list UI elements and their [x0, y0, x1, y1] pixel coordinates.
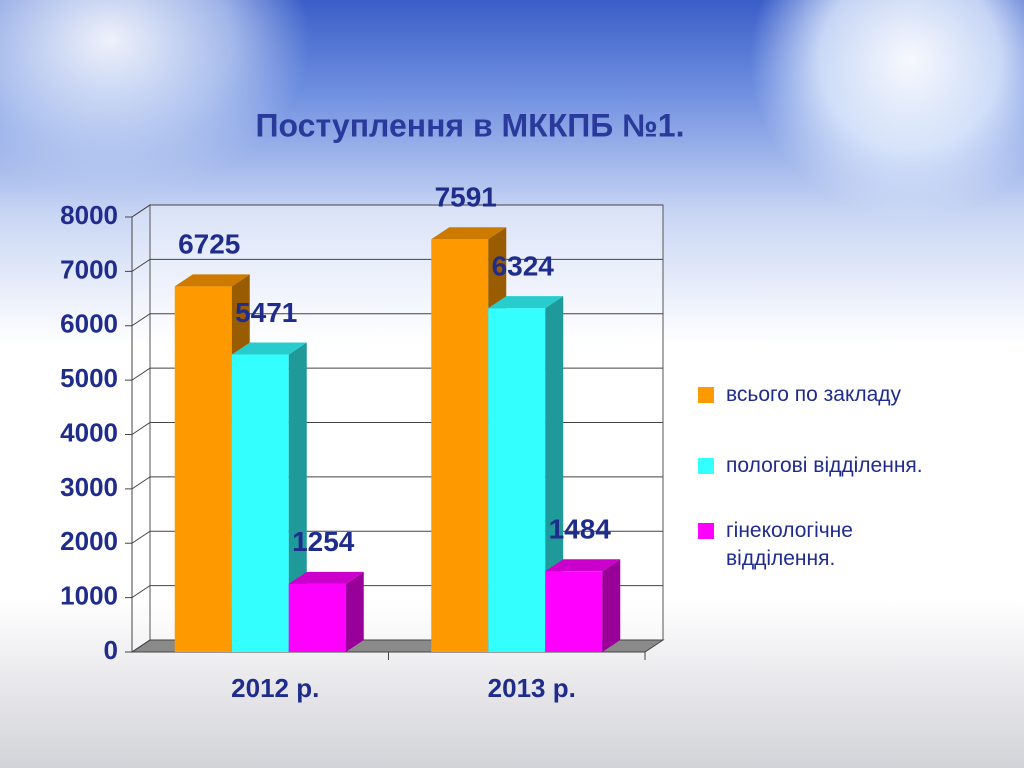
value-label: 1254: [292, 526, 355, 557]
value-label: 7591: [435, 182, 497, 213]
y-tick-label: 2000: [60, 526, 118, 556]
bar-front: [231, 354, 289, 652]
bar-front: [174, 286, 232, 652]
bar-side: [345, 571, 364, 652]
bar-top: [488, 296, 564, 309]
bar-front: [431, 239, 489, 652]
legend-swatch: [698, 458, 714, 474]
y-tick-label: 3000: [60, 472, 118, 502]
bar-front: [488, 308, 546, 652]
value-label: 6324: [492, 251, 555, 282]
y-tick-label: 4000: [60, 417, 118, 447]
x-tick-label: 2013 р.: [488, 673, 576, 703]
bar-top: [545, 559, 621, 572]
grid-line: [131, 204, 663, 218]
legend-label: пологові відділення.: [726, 454, 923, 477]
bar-top: [288, 571, 364, 584]
legend-label: всього по закладу: [726, 383, 902, 406]
bar-top: [174, 274, 250, 287]
y-tick-label: 0: [104, 635, 118, 665]
bar-side: [288, 342, 307, 652]
bar: [488, 296, 564, 652]
bar-front: [545, 571, 603, 652]
legend-swatch: [698, 387, 714, 403]
y-tick-label: 6000: [60, 309, 118, 339]
legend-swatch: [698, 523, 714, 539]
bar-front: [288, 583, 346, 652]
y-tick-label: 8000: [60, 200, 118, 230]
bar-top: [231, 342, 307, 355]
x-tick-label: 2012 р.: [231, 673, 319, 703]
value-label: 1484: [549, 514, 612, 545]
y-tick-label: 7000: [60, 254, 118, 284]
bar: [288, 571, 364, 652]
bar: [545, 559, 621, 652]
bar-side: [602, 559, 621, 652]
value-label: 5471: [235, 297, 297, 328]
legend-label: гінекологічне відділення.: [726, 519, 853, 570]
y-tick-label: 1000: [60, 581, 118, 611]
bar-top: [431, 227, 507, 240]
value-label: 6725: [178, 229, 240, 260]
chart-title: Поступлення в МККПБ №1.: [256, 107, 685, 143]
y-tick-label: 5000: [60, 363, 118, 393]
bar: [231, 342, 307, 652]
